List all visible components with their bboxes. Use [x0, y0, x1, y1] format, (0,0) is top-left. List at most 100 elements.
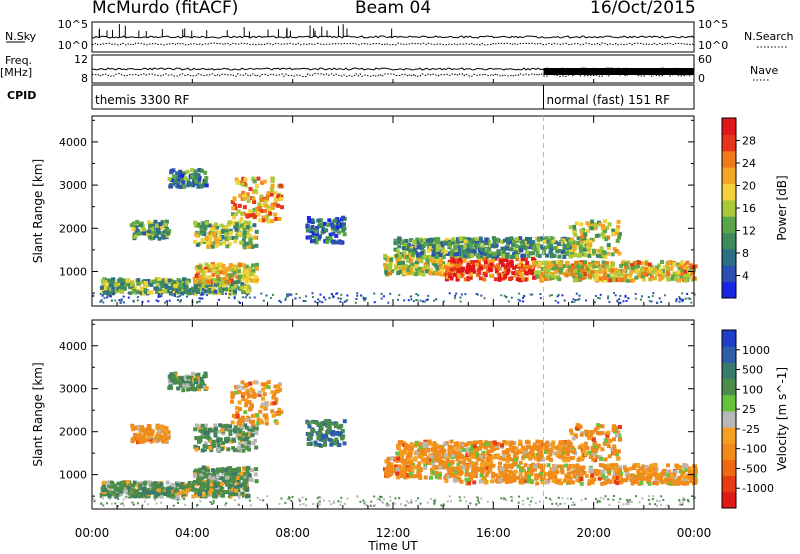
echo-cell: [592, 249, 597, 254]
echo-cell: [683, 468, 688, 472]
echo-cell: [189, 382, 193, 387]
nsky-label: N.Sky: [5, 30, 37, 43]
echo-cell: [689, 263, 693, 268]
echo-cell: [101, 283, 106, 288]
echo-cell: [419, 251, 424, 256]
echo-cell: [443, 249, 448, 254]
echo-cell: [254, 266, 259, 271]
echo-cell: [569, 456, 574, 461]
echo-cell: [194, 232, 199, 237]
echo-cell: [132, 288, 137, 293]
echo-cell: [138, 290, 143, 295]
echo-cell: [230, 200, 235, 204]
ground-scatter-cell: [244, 296, 247, 299]
echo-cell: [199, 429, 204, 434]
echo-cell: [427, 457, 432, 462]
echo-cell: [439, 253, 443, 258]
echo-cell: [324, 228, 329, 233]
echo-cell: [193, 239, 198, 244]
echo-cell: [693, 474, 698, 478]
echo-cell: [186, 376, 191, 380]
echo-cell: [481, 256, 486, 261]
echo-cell: [181, 375, 186, 380]
echo-cell: [685, 260, 690, 265]
echo-cell: [196, 477, 201, 481]
echo-cell: [246, 241, 251, 246]
echo-cell: [232, 197, 237, 202]
echo-cell: [129, 223, 134, 228]
echo-cell: [524, 471, 529, 476]
echo-cell: [672, 271, 677, 276]
echo-cell: [124, 488, 128, 493]
echo-cell: [428, 271, 433, 275]
echo-cell: [629, 278, 634, 283]
echo-cell: [584, 473, 589, 478]
echo-cell: [255, 413, 260, 418]
echo-cell: [200, 227, 204, 232]
echo-cell: [168, 285, 173, 290]
echo-cell: [607, 268, 612, 273]
echo-cell: [219, 488, 224, 493]
echo-cell: [624, 262, 629, 267]
echo-cell: [596, 423, 601, 428]
echo-cell: [232, 215, 237, 220]
echo-cell: [602, 441, 607, 446]
echo-cell: [274, 217, 279, 221]
echo-cell: [399, 470, 404, 475]
echo-cell: [235, 406, 239, 410]
echo-cell: [492, 240, 497, 245]
echo-cell: [575, 272, 580, 277]
echo-cell: [570, 464, 575, 469]
echo-cell: [533, 467, 537, 472]
echo-cell: [504, 257, 509, 262]
echo-cell: [644, 266, 649, 271]
echo-cell: [175, 380, 180, 385]
echo-cell: [588, 455, 593, 460]
echo-cell: [458, 467, 463, 472]
echo-cell: [603, 276, 608, 280]
echo-cell: [204, 473, 209, 478]
echo-cell: [389, 257, 394, 262]
echo-cell: [496, 249, 501, 254]
echo-cell: [154, 234, 159, 239]
ground-scatter-cell: [417, 294, 420, 297]
echo-cell: [468, 461, 473, 466]
echo-cell: [218, 423, 223, 428]
ground-scatter-cell: [228, 296, 230, 299]
echo-cell: [199, 275, 203, 280]
echo-cell: [438, 462, 443, 467]
echo-cell: [428, 245, 433, 250]
echo-cell: [111, 277, 115, 282]
ground-scatter-cell: [483, 297, 486, 300]
echo-cell: [495, 254, 500, 259]
echo-cell: [193, 479, 197, 484]
echo-cell: [395, 467, 400, 472]
cpid-frame: [91, 84, 695, 110]
echo-cell: [319, 432, 323, 437]
echo-cell: [543, 472, 548, 476]
echo-cell: [571, 449, 576, 454]
echo-cell: [469, 244, 473, 248]
echo-cell: [603, 457, 608, 462]
echo-cell: [241, 397, 246, 402]
echo-cell: [136, 424, 141, 429]
echo-cell: [396, 456, 400, 461]
echo-cell: [251, 272, 256, 277]
echo-cell: [521, 454, 526, 459]
ground-scatter-cell: [622, 300, 625, 303]
echo-cell: [624, 471, 629, 476]
echo-cell: [337, 230, 341, 235]
echo-cell: [603, 228, 608, 233]
echo-cell: [159, 281, 164, 286]
echo-cell: [164, 426, 169, 431]
echo-cell: [465, 448, 470, 453]
echo-cell: [244, 400, 249, 405]
echo-cell: [499, 258, 504, 263]
echo-cell: [591, 457, 596, 462]
echo-cell: [246, 465, 251, 470]
ground-scatter-cell: [285, 293, 288, 296]
echo-cell: [276, 384, 281, 389]
echo-cell: [441, 461, 446, 466]
echo-cell: [501, 457, 506, 462]
echo-cell: [222, 240, 227, 245]
